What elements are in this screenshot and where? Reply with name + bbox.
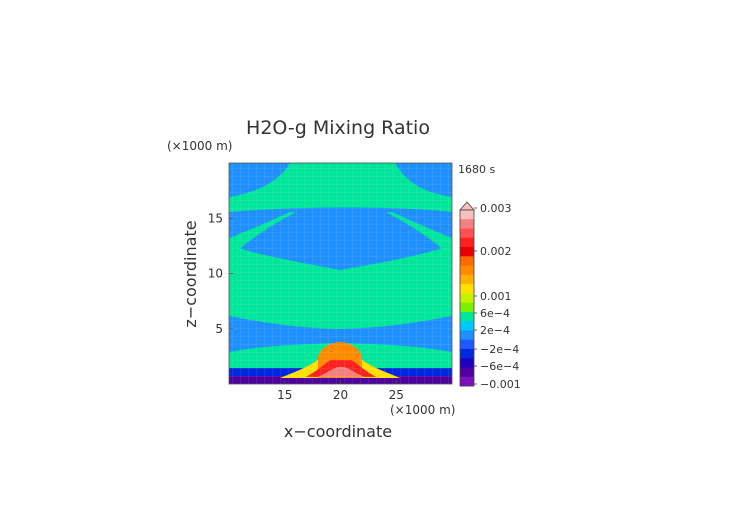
- colorbar-swatch: [460, 210, 474, 220]
- colorbar-frame: [459, 209, 475, 387]
- x-tick-label: 25: [389, 388, 404, 402]
- y-axis-label: z−coordinate: [181, 220, 200, 327]
- colorbar-swatch: [460, 376, 474, 387]
- chart-title: H2O-g Mixing Ratio: [246, 117, 430, 139]
- colorbar-swatch: [460, 358, 474, 368]
- colorbar-swatch: [460, 284, 474, 294]
- colorbar-label: 0.003: [480, 202, 512, 215]
- y-ticks: 5 10 15: [208, 211, 233, 336]
- colorbar-swatch: [460, 265, 474, 276]
- y-unit-label: (×1000 m): [167, 139, 232, 153]
- colorbar: 0.003 0.002 0.001 6e−4 2e−4 −2e−4 −6e−4 −0.001: [459, 201, 521, 391]
- x-ticks: 15 20 25: [277, 380, 404, 402]
- x-unit-label: (×1000 m): [390, 403, 455, 417]
- x-tick-label: 20: [333, 388, 348, 402]
- colorbar-swatch: [460, 339, 474, 350]
- colorbar-swatch: [460, 219, 474, 229]
- colorbar-swatch: [460, 321, 474, 331]
- colorbar-label: 6e−4: [480, 307, 510, 320]
- plot-area: [229, 163, 452, 384]
- grid-overlay: [229, 163, 452, 384]
- colorbar-swatch: [460, 311, 474, 322]
- colorbar-swatch: [460, 367, 474, 378]
- colorbar-label: −6e−4: [480, 360, 519, 373]
- colorbar-label: −0.001: [480, 378, 521, 391]
- y-tick-label: 10: [208, 267, 223, 281]
- colorbar-swatch: [460, 302, 474, 313]
- colorbar-max-arrow: [459, 201, 475, 211]
- x-tick-label: 15: [277, 388, 292, 402]
- colorbar-swatch: [460, 247, 474, 257]
- colorbar-swatch: [460, 293, 474, 304]
- colorbar-swatch: [460, 256, 474, 266]
- time-label: 1680 s: [458, 163, 495, 176]
- colorbar-swatch: [460, 237, 474, 248]
- y-tick-label: 15: [208, 211, 223, 225]
- colorbar-swatch: [460, 330, 474, 341]
- colorbar-swatch: [460, 228, 474, 239]
- colorbar-swatch: [460, 348, 474, 359]
- y-tick-label: 5: [215, 322, 223, 336]
- x-axis-label: x−coordinate: [284, 422, 392, 441]
- colorbar-swatch: [460, 274, 474, 285]
- colorbar-label: 2e−4: [480, 324, 510, 337]
- colorbar-label: 0.001: [480, 290, 512, 303]
- colorbar-label: 0.002: [480, 245, 512, 258]
- colorbar-label: −2e−4: [480, 343, 519, 356]
